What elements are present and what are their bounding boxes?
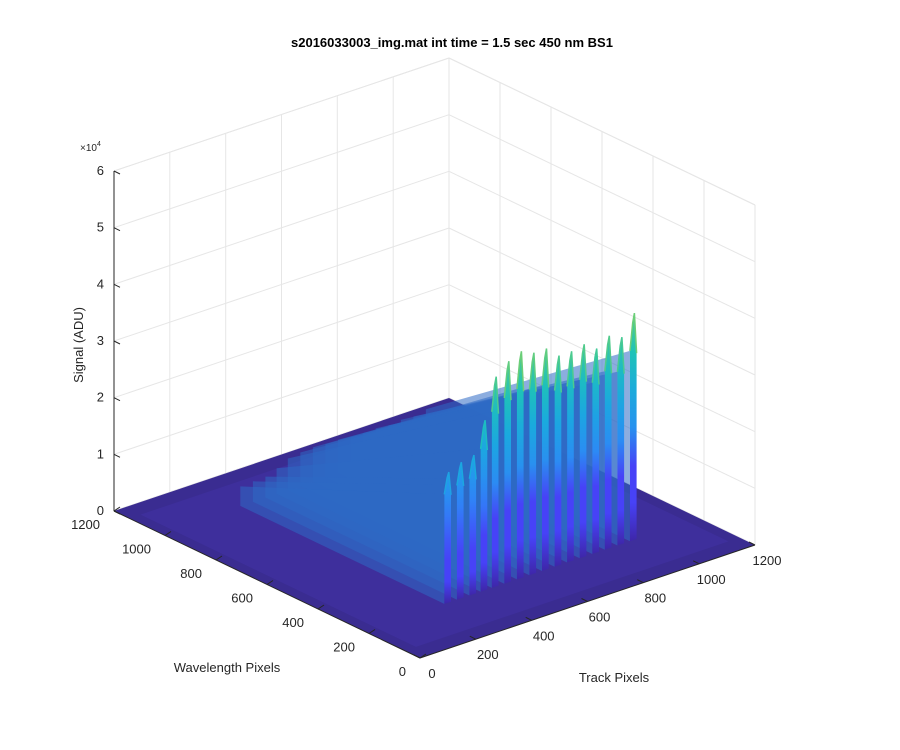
z-tick-label: 6 (97, 163, 104, 178)
z-tick-mark (113, 453, 121, 458)
surface-ridge-crest (468, 454, 477, 480)
grid-line-wall-z (113, 114, 450, 229)
surface-ridge-crest (541, 348, 550, 388)
x-axis-label: Track Pixels (579, 670, 650, 685)
x-tick-label: 1000 (697, 572, 726, 587)
grid-line-wall-z (448, 114, 756, 263)
x-tick-label: 800 (644, 591, 666, 606)
surface-ridge-crest (629, 312, 638, 354)
z-tick-mark (113, 227, 121, 232)
x-tick-mark (469, 635, 477, 640)
surface-ridge-crest (456, 462, 465, 486)
surface-ridge (542, 348, 549, 571)
z-exponent-power: 4 (97, 141, 101, 148)
x-tick-mark (748, 541, 756, 546)
grid-line-wall-z (113, 170, 450, 285)
z-tick-label: 1 (97, 446, 104, 461)
grid-line-wall-z (113, 284, 450, 399)
grid-line-wall-z (113, 227, 450, 342)
z-axis-exponent: ×104 (80, 141, 101, 154)
z-tick-mark (113, 397, 121, 402)
y-tick-mark (266, 580, 274, 585)
surface-ridge (504, 361, 511, 584)
y-tick-label: 400 (282, 615, 304, 630)
surface-ridge-crest (503, 361, 512, 401)
grid-line-wall-z (448, 227, 756, 376)
x-tick-mark (525, 616, 532, 621)
z-tick-label: 2 (97, 390, 104, 405)
surface-ridge-crest (604, 335, 613, 374)
grid-line-wall-z (113, 340, 450, 455)
y-tick-label: 800 (180, 566, 202, 581)
z-tick-mark (113, 170, 121, 175)
surface-ridge (629, 313, 637, 542)
x-tick-label: 200 (477, 647, 499, 662)
z-tick-label: 4 (97, 276, 104, 291)
z-exponent-base: ×10 (80, 143, 97, 154)
surface-ridge (516, 351, 524, 580)
z-tick-label: 5 (97, 220, 104, 235)
chart-title: s2016033003_img.mat int time = 1.5 sec 4… (291, 35, 613, 50)
x-tick-label: 600 (589, 610, 611, 625)
surface-ridge (529, 352, 537, 576)
y-tick-label: 1000 (122, 542, 151, 557)
x-tick-mark (637, 579, 644, 584)
z-tick-label: 0 (97, 503, 104, 518)
z-tick-mark (113, 283, 121, 288)
surface-ridge (456, 462, 464, 600)
y-axis-label: Wavelength Pixels (174, 660, 281, 675)
surface-ridge-crest (566, 351, 575, 389)
y-tick-label: 200 (333, 640, 355, 655)
surface-ridge (617, 337, 625, 546)
y-tick-label: 1200 (71, 517, 100, 532)
x-tick-mark (692, 560, 700, 565)
y-tick-label: 0 (399, 664, 406, 679)
y-tick-mark (215, 555, 223, 561)
y-tick-mark (419, 653, 427, 659)
surface-ridge (480, 420, 488, 592)
surface-ridge (444, 472, 451, 604)
z-tick-mark (113, 340, 121, 345)
surface-ridge (592, 348, 599, 554)
y-tick-mark (164, 531, 172, 536)
surface-ridge (554, 355, 562, 567)
x-tick-label: 0 (428, 666, 435, 681)
x-tick-label: 400 (533, 628, 555, 643)
surface-ridge (579, 344, 587, 559)
x-tick-mark (581, 598, 588, 602)
z-axis-ticks: 0 1 2 3 4 5 6 (97, 163, 121, 518)
surface-ridge (567, 351, 574, 563)
surface-ridge-crest (528, 352, 537, 392)
surface-ridge-crest (491, 376, 500, 414)
z-axis-label: Signal (ADU) (71, 307, 86, 383)
surface-ridge-crest (443, 471, 452, 495)
surface-ridge-side (240, 486, 445, 604)
x-axis-ticks: 0 200 400 600 800 1000 1200 (413, 541, 782, 681)
y-tick-label: 600 (231, 591, 253, 606)
y-tick-mark (317, 604, 325, 610)
box-edge (113, 57, 450, 172)
box-edge (448, 57, 756, 206)
y-tick-mark (113, 506, 121, 512)
surface-ridge (604, 335, 612, 550)
surface-ridge-crest (591, 348, 600, 385)
x-tick-mark (413, 654, 421, 659)
z-tick-mark (113, 510, 121, 515)
surface-ridge-crest (616, 337, 625, 374)
surface-ridge-crest (553, 355, 563, 393)
x-tick-label: 1200 (753, 553, 782, 568)
surface-ridge-crest (479, 420, 489, 451)
y-axis-ticks: 0 200 400 600 800 1000 1200 (71, 506, 427, 679)
z-tick-label: 3 (97, 333, 104, 348)
surface-ridge-crest (578, 344, 588, 382)
grid-line-wall-z (448, 170, 756, 319)
surface-ridge (469, 455, 477, 596)
surface-ridge-crest (516, 351, 525, 392)
surface-ridge (491, 376, 499, 588)
grid-line-wall-z (448, 284, 756, 433)
surface-tracks (240, 312, 638, 604)
y-tick-mark (368, 629, 376, 634)
